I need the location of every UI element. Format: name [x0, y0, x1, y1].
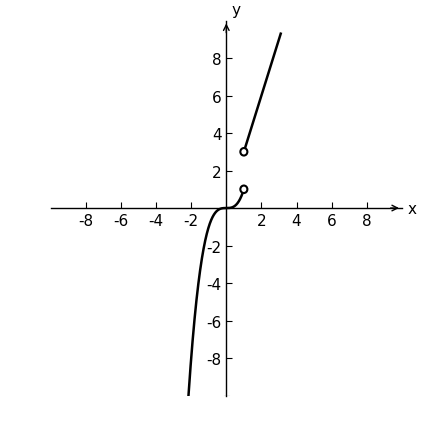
- Text: x: x: [407, 201, 416, 216]
- Text: y: y: [231, 3, 241, 18]
- Circle shape: [240, 149, 247, 156]
- Circle shape: [240, 186, 247, 194]
